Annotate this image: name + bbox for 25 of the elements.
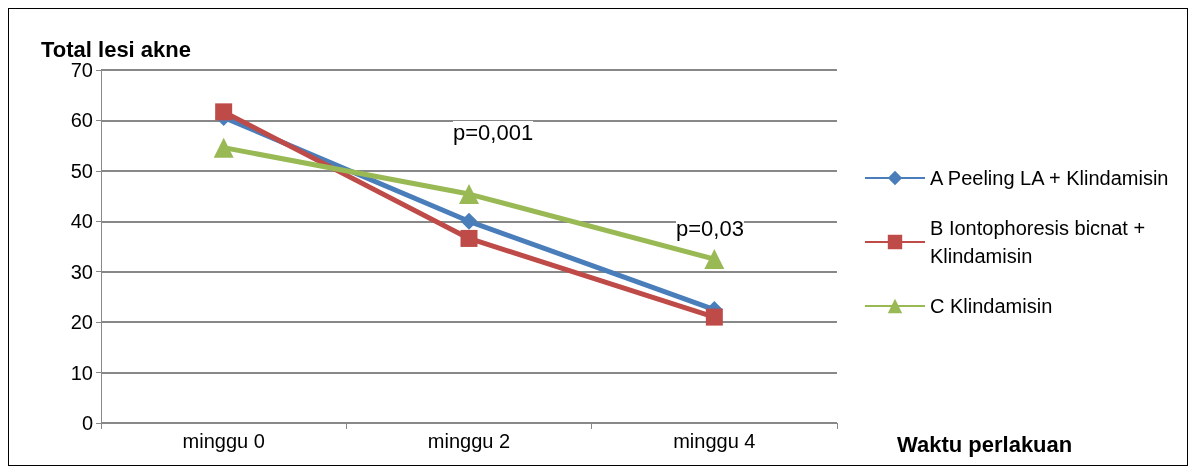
point bbox=[215, 103, 233, 121]
point bbox=[459, 184, 479, 205]
y-axis-title: Total lesi akne bbox=[41, 36, 191, 62]
annotation: p=0,001 bbox=[453, 119, 534, 145]
legend-label: B Iontophoresis bicnat + Klindamisin bbox=[930, 217, 1151, 267]
x-axis-title: Waktu perlakuan bbox=[897, 431, 1073, 457]
point bbox=[460, 229, 478, 247]
legend-label: C Klindamisin bbox=[930, 295, 1053, 317]
legend-label: A Peeling LA + Klindamisin bbox=[930, 167, 1169, 189]
x-tick-label: minggu 0 bbox=[182, 430, 265, 452]
point bbox=[213, 137, 234, 158]
y-tick-label: 0 bbox=[81, 412, 93, 434]
y-tick-label: 60 bbox=[70, 109, 93, 132]
point bbox=[460, 212, 478, 230]
y-tick-label: 70 bbox=[70, 59, 93, 81]
annotation: p=0,03 bbox=[676, 215, 744, 241]
x-tick-label: minggu 2 bbox=[427, 430, 511, 452]
y-tick-label: 40 bbox=[70, 210, 93, 233]
point bbox=[705, 308, 723, 326]
y-tick-label: 20 bbox=[70, 311, 93, 334]
point bbox=[704, 249, 725, 270]
y-tick-label: 10 bbox=[70, 361, 93, 384]
y-tick-label: 30 bbox=[70, 260, 93, 283]
x-tick-label: minggu 4 bbox=[673, 430, 756, 452]
y-tick-label: 50 bbox=[70, 159, 93, 182]
